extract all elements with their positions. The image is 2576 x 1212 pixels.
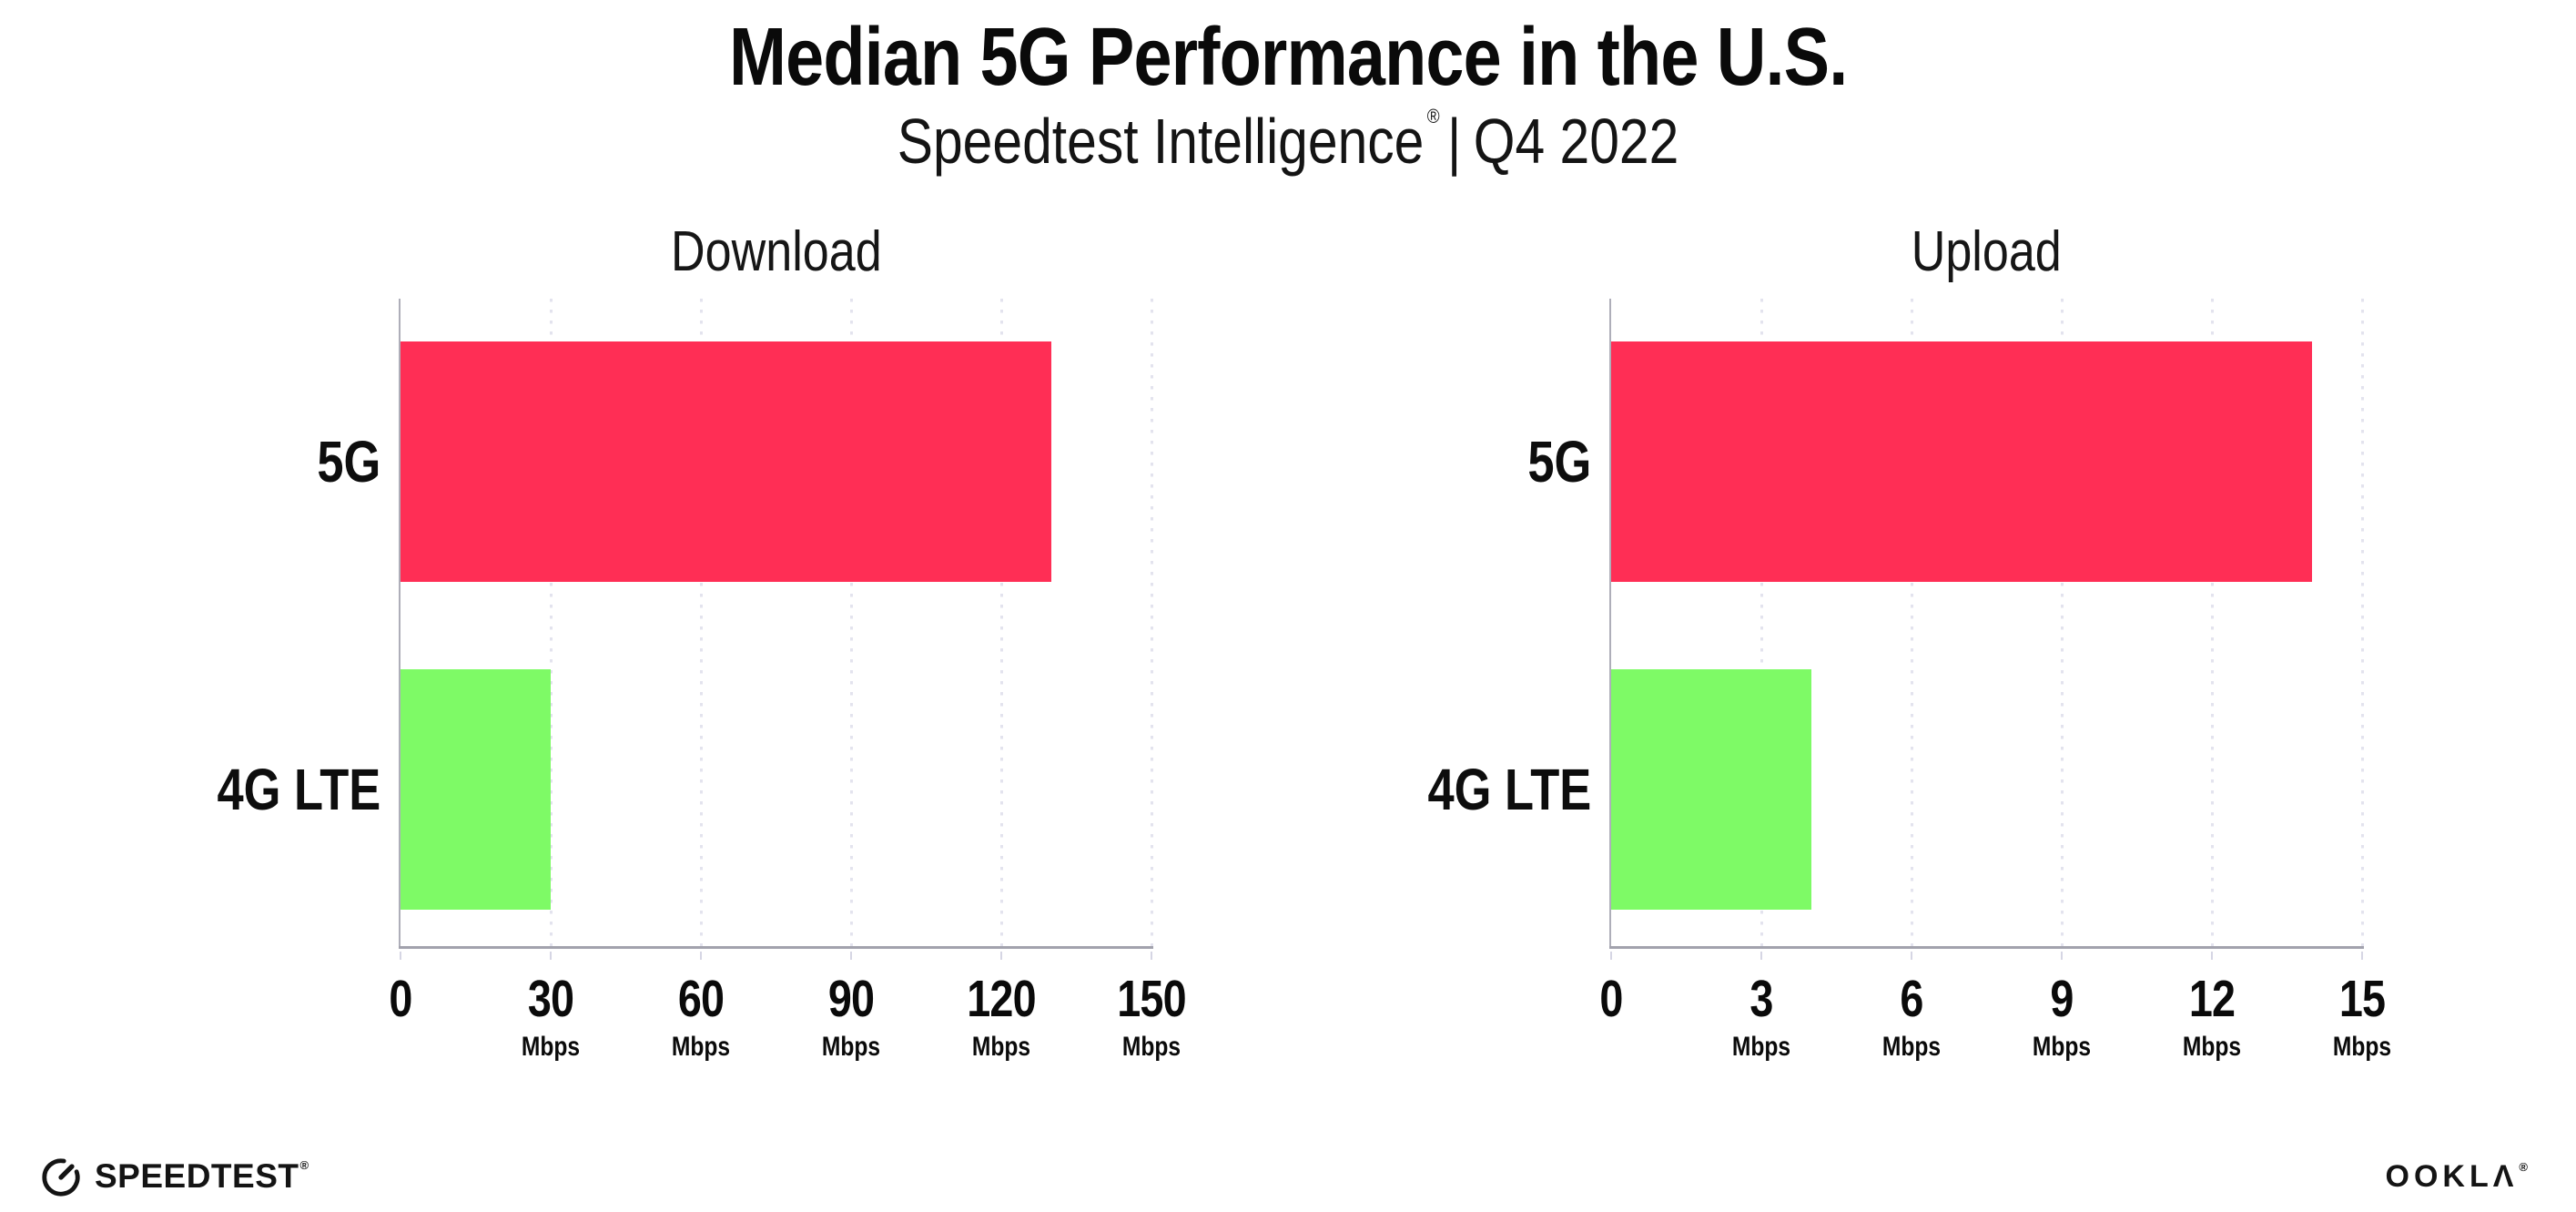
x-tick-value: 150 bbox=[1117, 970, 1186, 1029]
bar-4g-lte-upload bbox=[1611, 669, 1811, 911]
x-tick-label-150: 150 Mbps bbox=[1117, 973, 1186, 1062]
x-tick-value: 0 bbox=[1599, 970, 1623, 1029]
registered-trademark-mark: ® bbox=[299, 1158, 309, 1172]
subtitle-period: Q4 2022 bbox=[1473, 106, 1679, 178]
x-tick-value: 3 bbox=[1749, 970, 1773, 1029]
chart-upload: Upload 5G 4G LTE 0 3 Mbps 6 Mbps 9 Mbps 12 Mbps 15… bbox=[1425, 220, 2391, 1062]
infographic-page: Median 5G Performance in the U.S. Speedt… bbox=[0, 12, 2576, 1197]
x-axis-tick bbox=[1000, 952, 1002, 961]
x-tick-value: 60 bbox=[677, 970, 725, 1029]
x-tick-unit: Mbps bbox=[1121, 1031, 1182, 1062]
y-label-4g-lte: 4G LTE bbox=[1427, 757, 1591, 823]
chart-download: Download 5G 4G LTE 0 30 Mbps 60 Mbps 90 Mbps 120… bbox=[214, 220, 1187, 1062]
plot-area-upload: 0 3 Mbps 6 Mbps 9 Mbps 12 Mbps 15 Mbps bbox=[1599, 299, 2391, 1062]
y-label-5g: 5G bbox=[316, 429, 380, 495]
footer: SPEEDTEST® OOKLΛ® bbox=[40, 1156, 2532, 1197]
ookla-wordmark: OOKLΛ bbox=[2385, 1158, 2519, 1194]
subtitle-separator: | bbox=[1446, 106, 1462, 178]
x-tick-unit: Mbps bbox=[1731, 1031, 1791, 1062]
x-axis-line bbox=[1609, 946, 2364, 950]
speedtest-wordmark: SPEEDTEST® bbox=[95, 1157, 309, 1195]
y-axis-line bbox=[399, 299, 401, 950]
x-axis-tick bbox=[2061, 952, 2063, 961]
page-title: Median 5G Performance in the U.S. bbox=[0, 12, 2576, 103]
x-tick-unit: Mbps bbox=[2332, 1031, 2392, 1062]
x-axis-tick bbox=[550, 952, 552, 961]
subtitle-brand: Speedtest Intelligence bbox=[897, 106, 1425, 178]
gridline-12-mbps bbox=[2210, 299, 2214, 947]
page-title-text: Median 5G Performance in the U.S. bbox=[728, 12, 1848, 103]
y-axis-labels-upload: 5G 4G LTE bbox=[1425, 299, 1611, 946]
page-subtitle: Speedtest Intelligence ® | Q4 2022 bbox=[0, 105, 2576, 178]
x-tick-label-12: 12 Mbps bbox=[2183, 973, 2241, 1062]
speedtest-logo: SPEEDTEST® bbox=[40, 1156, 309, 1197]
x-tick-value: 120 bbox=[967, 970, 1036, 1029]
x-axis-line bbox=[399, 946, 1153, 950]
x-tick-value: 15 bbox=[2338, 970, 2386, 1029]
speedtest-gauge-icon bbox=[42, 1158, 80, 1197]
gridline-60-mbps bbox=[699, 299, 703, 947]
x-tick-label-60: 60 Mbps bbox=[672, 973, 730, 1062]
x-tick-label-9: 9 Mbps bbox=[2033, 973, 2091, 1062]
gridline-30-mbps bbox=[549, 299, 553, 947]
x-axis-tick bbox=[1610, 952, 1612, 961]
x-tick-label-120: 120 Mbps bbox=[967, 973, 1036, 1062]
ookla-logo: OOKLΛ® bbox=[2386, 1159, 2533, 1195]
x-axis-tick bbox=[1911, 952, 1912, 961]
x-tick-label-3: 3 Mbps bbox=[1732, 973, 1790, 1062]
x-axis-tick bbox=[400, 952, 401, 961]
x-tick-label-30: 30 Mbps bbox=[522, 973, 580, 1062]
gridline-120-mbps bbox=[999, 299, 1003, 947]
x-tick-value: 30 bbox=[527, 970, 574, 1029]
gridline-9-mbps bbox=[2060, 299, 2064, 947]
y-axis-line bbox=[1609, 299, 1611, 950]
plot-area-download: 0 30 Mbps 60 Mbps 90 Mbps 120 Mbps 150 Mbps bbox=[389, 299, 1187, 1062]
x-tick-unit: Mbps bbox=[2182, 1031, 2242, 1062]
gridline-6-mbps bbox=[1910, 299, 1913, 947]
x-axis-tick bbox=[850, 952, 852, 961]
x-tick-unit: Mbps bbox=[2032, 1031, 2092, 1062]
gridline-3-mbps bbox=[1760, 299, 1763, 947]
x-tick-unit: Mbps bbox=[821, 1031, 881, 1062]
x-tick-value: 6 bbox=[1900, 970, 1923, 1029]
x-axis-tick bbox=[1151, 952, 1152, 961]
x-axis-tick bbox=[1760, 952, 1762, 961]
bar-4g-lte-download bbox=[401, 669, 551, 911]
x-tick-value: 0 bbox=[389, 970, 412, 1029]
x-tick-value: 90 bbox=[827, 970, 875, 1029]
bar-5g-upload bbox=[1611, 341, 2312, 583]
x-tick-unit: Mbps bbox=[1881, 1031, 1942, 1062]
x-tick-label-6: 6 Mbps bbox=[1882, 973, 1941, 1062]
x-tick-unit: Mbps bbox=[971, 1031, 1031, 1062]
x-tick-value: 9 bbox=[2050, 970, 2074, 1029]
registered-trademark-mark: ® bbox=[2519, 1159, 2532, 1174]
charts-row: Download 5G 4G LTE 0 30 Mbps 60 Mbps 90 Mbps 120… bbox=[0, 220, 2576, 1062]
y-label-5g: 5G bbox=[1526, 429, 1591, 495]
y-label-4g-lte: 4G LTE bbox=[217, 757, 380, 823]
gridline-15-mbps bbox=[2360, 299, 2364, 947]
registered-trademark-mark: ® bbox=[1426, 105, 1440, 128]
x-tick-unit: Mbps bbox=[671, 1031, 731, 1062]
gridline-90-mbps bbox=[849, 299, 853, 947]
x-tick-label-0: 0 bbox=[389, 970, 412, 1029]
chart-title-download: Download bbox=[670, 220, 882, 284]
x-axis-tick bbox=[2361, 952, 2363, 961]
gridline-150-mbps bbox=[1150, 299, 1153, 947]
chart-title-upload: Upload bbox=[1911, 220, 2063, 284]
x-tick-value: 12 bbox=[2188, 970, 2236, 1029]
x-axis-tick bbox=[700, 952, 702, 961]
y-axis-labels-download: 5G 4G LTE bbox=[214, 299, 401, 946]
x-tick-label-15: 15 Mbps bbox=[2333, 973, 2391, 1062]
bar-5g-download bbox=[401, 341, 1051, 583]
x-tick-label-90: 90 Mbps bbox=[822, 973, 880, 1062]
x-axis-tick bbox=[2211, 952, 2213, 961]
x-tick-unit: Mbps bbox=[521, 1031, 581, 1062]
x-tick-label-0: 0 bbox=[1599, 970, 1623, 1029]
